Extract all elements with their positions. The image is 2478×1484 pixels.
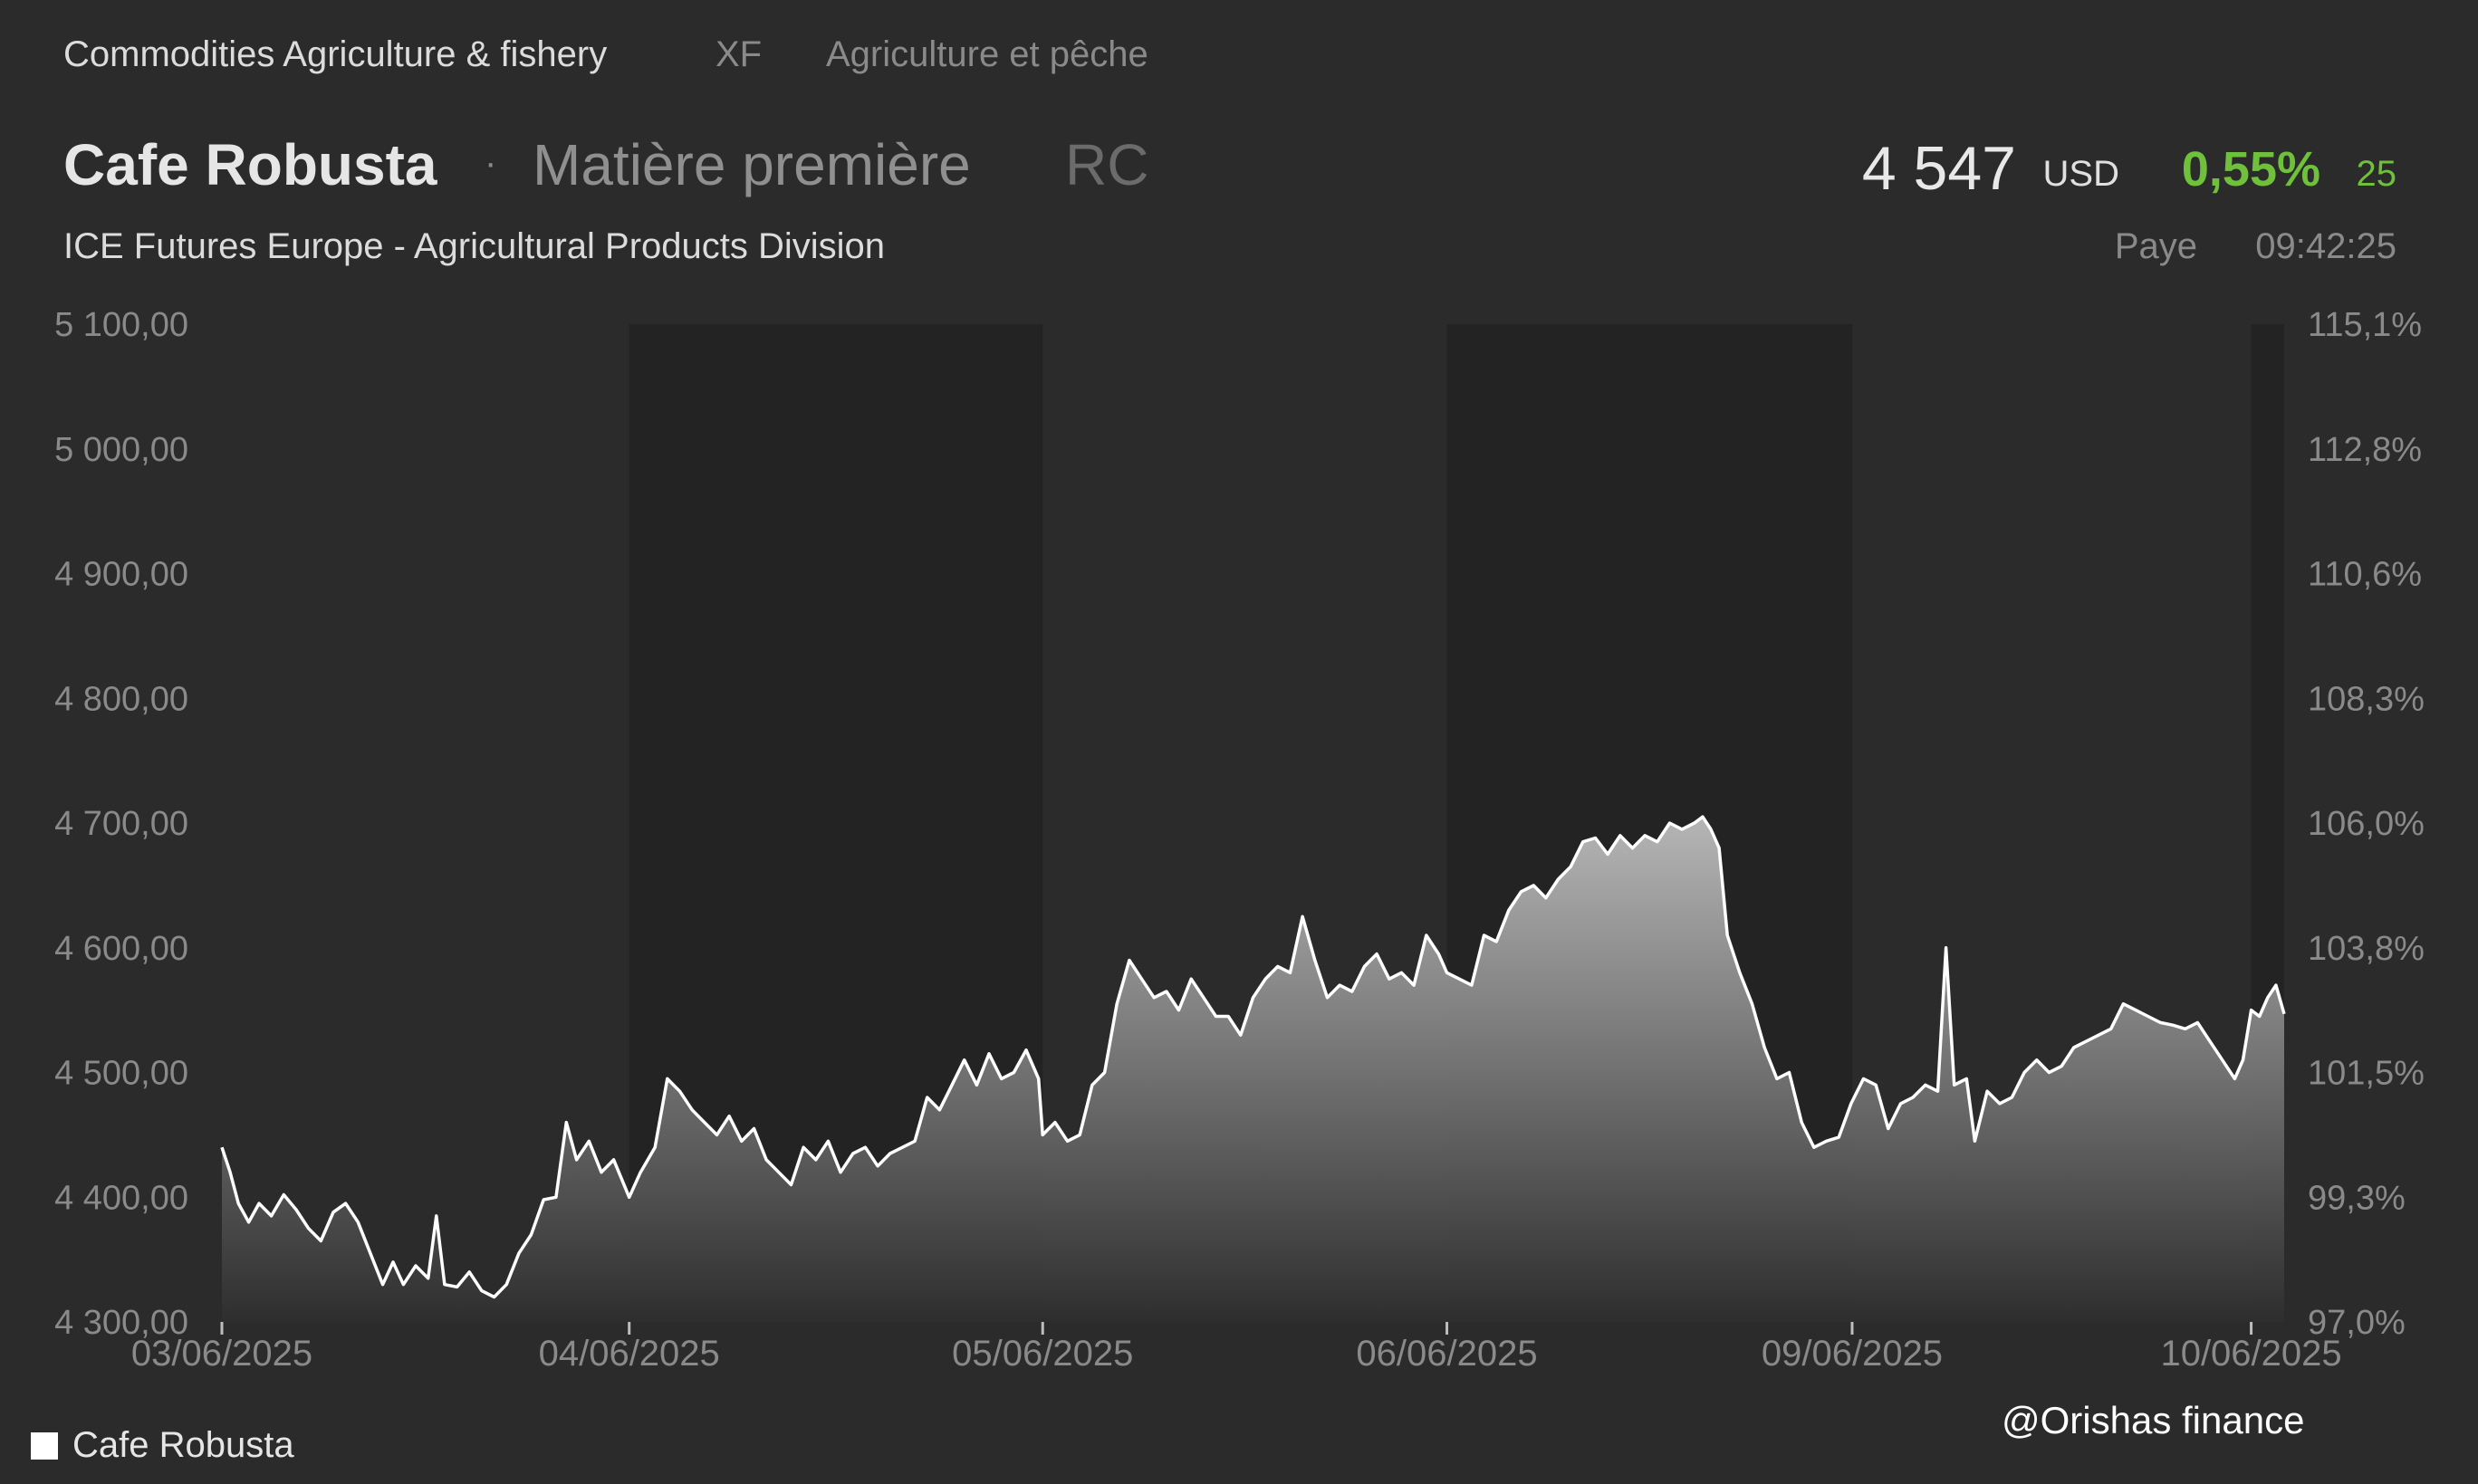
y2-tick-label: 99,3% <box>2308 1179 2406 1217</box>
y-tick-label: 4 900,00 <box>54 556 188 594</box>
x-tick-label: 10/06/2025 <box>2160 1334 2341 1374</box>
x-tick-label: 03/06/2025 <box>131 1334 312 1374</box>
legend-swatch[interactable] <box>31 1432 58 1460</box>
y-tick-label: 5 000,00 <box>54 431 188 469</box>
change-percent: 0,55% <box>2181 142 2320 196</box>
price-line <box>220 815 2286 1299</box>
x-tick-label: 05/06/2025 <box>952 1334 1133 1374</box>
y-tick-label: 4 500,00 <box>54 1055 188 1093</box>
y-tick-label: 4 400,00 <box>54 1179 188 1217</box>
y2-tick-label: 112,8% <box>2308 431 2422 469</box>
breadcrumb-category[interactable]: Commodities Agriculture & fishery <box>63 34 608 74</box>
change-absolute: 25 <box>2356 154 2397 194</box>
breadcrumb-code[interactable]: XF <box>716 34 763 74</box>
y2-tick-label: 108,3% <box>2308 680 2425 718</box>
last-price: 4 547 <box>1861 134 2016 203</box>
x-tick-label: 09/06/2025 <box>1762 1334 1943 1374</box>
price-area <box>222 817 2284 1322</box>
y2-tick-label: 101,5% <box>2308 1055 2425 1093</box>
y-tick-label: 4 600,00 <box>54 930 188 968</box>
x-tick-label: 06/06/2025 <box>1356 1334 1537 1374</box>
y2-tick-label: 97,0% <box>2308 1304 2406 1342</box>
watermark: @Orishas finance <box>2002 1399 2305 1441</box>
instrument-code: RC <box>1065 132 1149 197</box>
y-tick-label: 5 100,00 <box>54 306 188 344</box>
title-separator: · <box>485 143 497 183</box>
y-tick-label: 4 700,00 <box>54 805 188 843</box>
quote-time: 09:42:25 <box>2255 226 2396 266</box>
y2-tick-label: 103,8% <box>2308 930 2425 968</box>
y-tick-label: 4 300,00 <box>54 1304 188 1342</box>
breadcrumb-subcategory[interactable]: Agriculture et pêche <box>826 34 1148 74</box>
x-tick-label: 04/06/2025 <box>539 1334 720 1374</box>
page-title: Cafe Robusta <box>63 132 437 197</box>
market-name: Paye <box>2114 226 2197 266</box>
exchange-name: ICE Futures Europe - Agricultural Produc… <box>63 226 886 266</box>
y-tick-label: 4 800,00 <box>54 680 188 718</box>
y2-tick-label: 115,1% <box>2308 306 2422 344</box>
y2-tick-label: 106,0% <box>2308 805 2425 843</box>
legend-label[interactable]: Cafe Robusta <box>72 1425 294 1465</box>
y2-tick-label: 110,6% <box>2308 556 2422 594</box>
instrument-type: Matière première <box>533 132 971 197</box>
price-currency: USD <box>2042 154 2119 194</box>
